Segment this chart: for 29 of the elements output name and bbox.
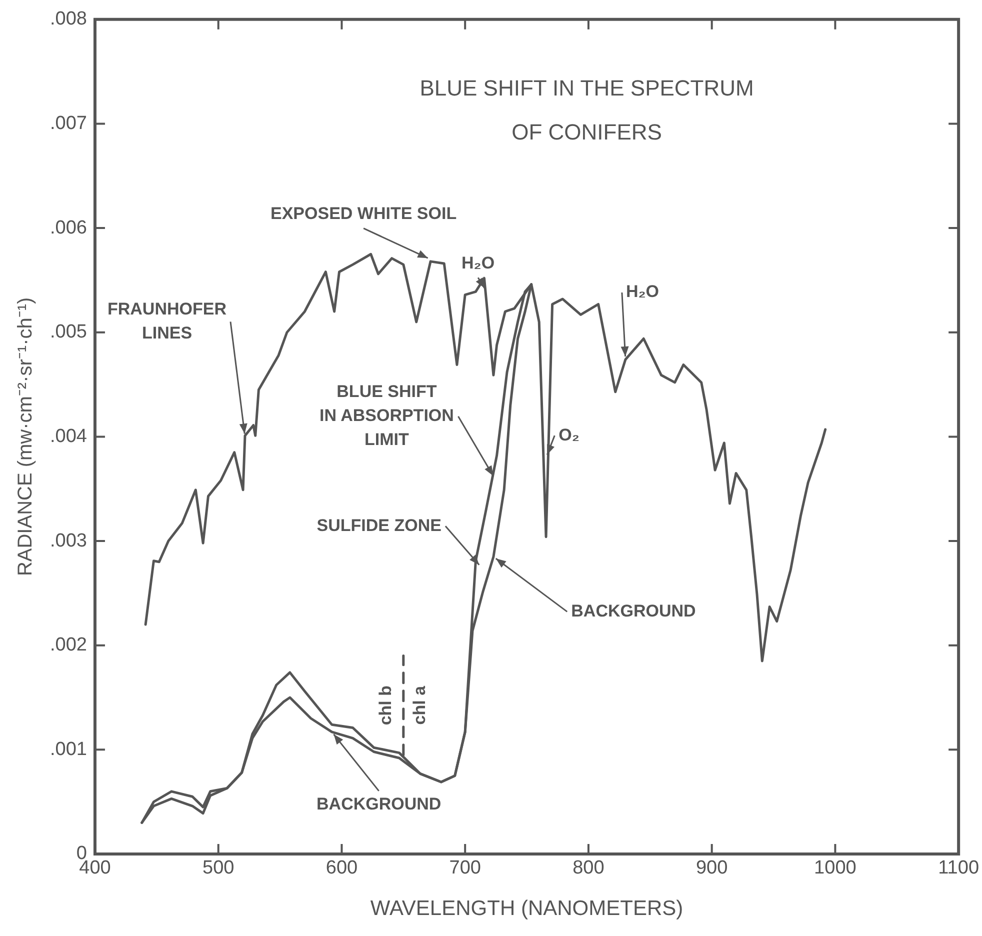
annotation: BACKGROUND (571, 601, 696, 620)
y-tick-label: .004 (50, 426, 88, 447)
x-tick-label: 1000 (814, 858, 856, 879)
x-axis-title: WAVELENGTH (NANOMETERS) (370, 897, 684, 920)
x-tick-label: 1100 (938, 858, 979, 879)
annotation: O₂ (558, 425, 580, 444)
annotation: chl b (376, 686, 396, 726)
y-tick-label: .003 (50, 530, 87, 552)
annotation: SULFIDE ZONE (316, 516, 442, 535)
y-tick-label: .007 (50, 112, 87, 134)
x-tick-label: 900 (696, 858, 728, 879)
y-tick-label: .005 (50, 322, 87, 343)
x-tick-label: 600 (326, 858, 358, 879)
annotation: EXPOSED WHITE SOIL (270, 204, 457, 224)
y-tick-label: .006 (50, 217, 87, 238)
annotation: chl a (410, 685, 430, 725)
annotation: H₂O (626, 282, 660, 302)
y-tick-label: .008 (50, 8, 87, 30)
annotation: BACKGROUND (316, 794, 442, 814)
x-tick-label: 800 (572, 858, 604, 879)
annotation: FRAUNHOFER LINES (108, 299, 226, 342)
annotation: H₂O (462, 253, 495, 272)
x-tick-label: 700 (449, 858, 481, 879)
x-tick-label: 500 (202, 858, 234, 879)
y-axis-title: RADIANCE (mw·cm⁻²·sr⁻¹·ch⁻¹) (14, 297, 37, 576)
y-tick-label: .002 (50, 634, 87, 656)
annotation: BLUE SHIFT IN ABSORPTION LIMIT (319, 382, 454, 450)
y-tick-label: .001 (50, 738, 87, 760)
text: BLUE SHIFT IN THE SPECTRUM OF CONIFERS (420, 75, 754, 144)
